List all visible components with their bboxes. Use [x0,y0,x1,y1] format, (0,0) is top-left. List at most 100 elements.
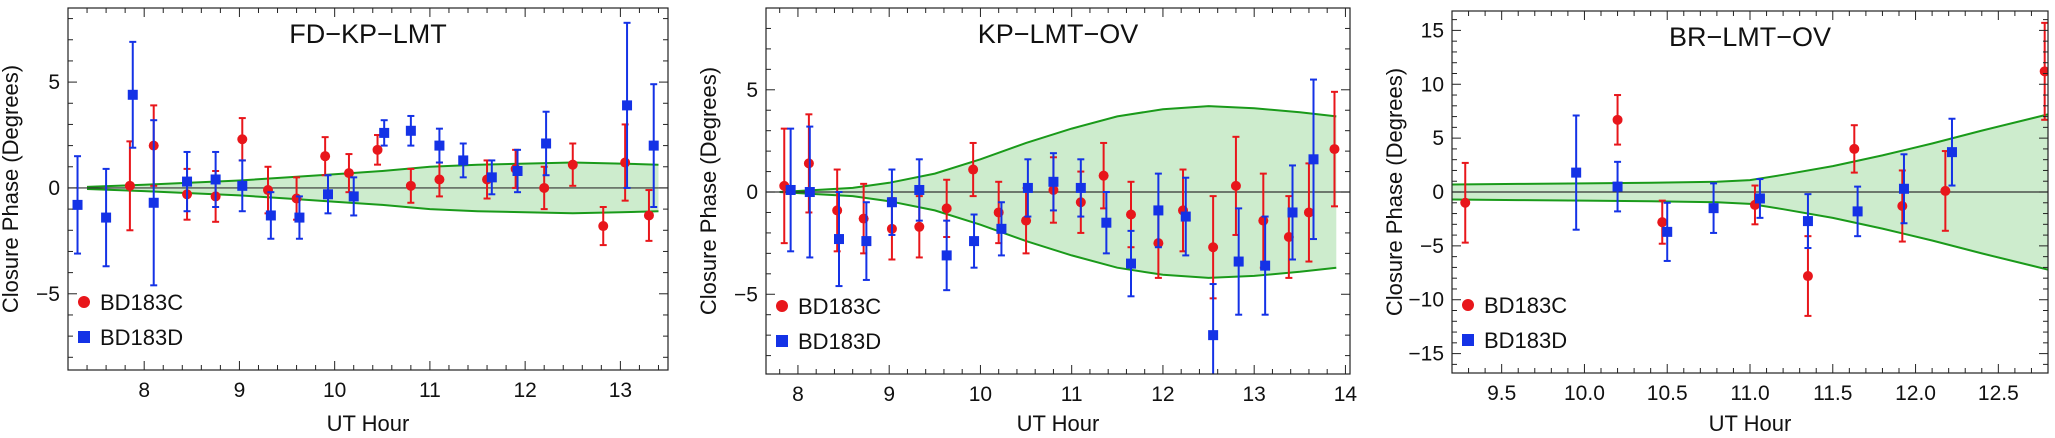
data-point-bd183d [541,138,552,149]
data-point-bd183d [1946,147,1957,158]
legend-marker-bd183c [78,296,90,308]
data-point-bd183c [1230,180,1241,191]
x-axis-title: UT Hour [1017,411,1100,436]
y-axis: −15 −10 −5 0 5 10 15 [1408,19,2048,366]
data-point-bd183d [969,236,980,247]
data-point-bd183d [1802,216,1813,227]
x-tick-label: 12 [1151,383,1174,406]
data-point-bd183d [1612,181,1623,192]
x-tick-label: 10.0 [1564,382,1605,405]
data-point-bd183d [237,180,248,191]
x-tick-label: 11.5 [1813,382,1852,405]
x-tick-label: 10.5 [1647,382,1688,405]
x-axis-title: UT Hour [1709,411,1792,436]
legend: BD183C BD183D [1462,293,1567,353]
data-point-bd183c [237,134,248,145]
x-tick-label: 12.0 [1895,382,1936,405]
x-tick-label: 11.0 [1730,382,1769,405]
legend-marker-bd183c [1462,299,1474,311]
data-point-bd183d [1852,206,1863,217]
data-point-bd183d [1260,260,1271,271]
data-point-bd183c [941,203,952,214]
legend-label-bd183d: BD183D [1484,328,1567,353]
data-point-bd183c [1657,217,1668,228]
data-point-bd183d [458,155,469,166]
y-tick-label: 0 [746,181,758,204]
data-point-bd183c [1329,144,1340,155]
data-point-bd183d [914,184,925,195]
legend-label-bd183c: BD183C [1484,293,1567,318]
model-band-upper-line [779,105,1337,193]
chart-panel-1: 8 9 10 11 12 13 −5 0 5 UT Hour Closure Phase (Degr… [0,7,669,436]
data-point-bd183c [539,182,550,193]
x-tick-label: 12 [513,379,536,402]
data-point-bd183c [124,180,135,191]
data-point-bd183d [486,172,497,183]
y-tick-label: 0 [1432,181,1444,204]
data-point-bd183d [405,125,416,136]
data-point-bd183d [1233,256,1244,267]
data-point-bd183d [1754,193,1765,204]
y-tick-label: 15 [1421,19,1444,42]
data-point-bd183d [182,176,193,187]
y-axis: −5 0 5 [734,7,1350,357]
legend-marker-bd183c [776,300,788,312]
model-band-lower-line [1452,198,2048,271]
chart-panel-2: 8 9 10 11 12 13 14 −5 0 5 UT Hour Closure Phase (De… [696,7,1357,436]
data-point-bd183d [434,140,445,151]
data-point-bd183d [294,212,305,223]
data-point-bd183d [941,250,952,261]
data-point-bd183d [648,140,659,151]
data-point-bd183c [1612,114,1623,125]
data-point-bd183d [1101,217,1112,228]
x-tick-label: 10 [969,383,992,406]
legend-marker-bd183d [1462,334,1474,346]
chart-panel-3: 9.5 10.0 10.5 11.0 11.5 12.0 12.5 −15 −10 −5 0 5 10 1… [1382,10,2049,436]
data-point-bd183d [834,234,844,245]
data-point-bd183c [1283,232,1294,243]
data-point-bd183c [968,164,979,175]
data-point-bd183d [148,197,159,208]
data-point-bd183d [210,174,221,185]
data-point-bd183d [72,199,83,210]
data-point-bd183d [348,191,359,202]
data-point-bd183d [1075,182,1086,193]
y-axis-title: Closure Phase (Degrees) [696,67,721,315]
data-point-bd183c [1849,143,1860,154]
data-point-bd183d [996,223,1007,234]
legend: BD183C BD183D [78,290,183,350]
x-tick-label: 11 [1061,383,1083,406]
data-point-bd183d [622,100,633,111]
y-tick-label: 5 [1432,127,1444,150]
x-axis: 8 9 10 11 12 13 14 [779,8,1357,406]
plot-area [68,21,668,287]
series-bd183c [779,90,1340,300]
y-tick-label: 10 [1421,73,1444,96]
y-axis: −5 0 5 [36,18,668,358]
data-point-bd183d [323,189,333,200]
y-tick-label: −5 [734,283,758,306]
x-tick-label: 9 [883,383,895,406]
data-point-bd183d [1308,154,1319,165]
x-tick-label: 8 [138,379,150,402]
series-bd183d [1571,114,1957,262]
data-point-bd183c [434,174,445,185]
data-point-bd183d [1571,167,1582,178]
plot-area [766,78,1350,374]
data-point-bd183c [1802,271,1813,282]
data-point-bd183d [379,127,390,138]
data-point-bd183d [1208,330,1219,341]
series-bd183d [72,21,659,287]
x-tick-label: 13 [609,379,632,402]
data-point-bd183c [320,151,331,162]
data-point-bd183c [567,159,578,170]
model-band-upper-line [1452,113,2048,186]
plot-frame [67,7,669,371]
x-tick-label: 11 [419,379,441,402]
data-point-bd183d [886,197,897,208]
legend-marker-bd183d [776,335,788,347]
panel-title: BR−LMT−OV [1669,22,1831,52]
plot-area [1452,21,2048,317]
data-point-bd183d [127,89,138,100]
y-tick-label: −5 [1420,235,1444,258]
